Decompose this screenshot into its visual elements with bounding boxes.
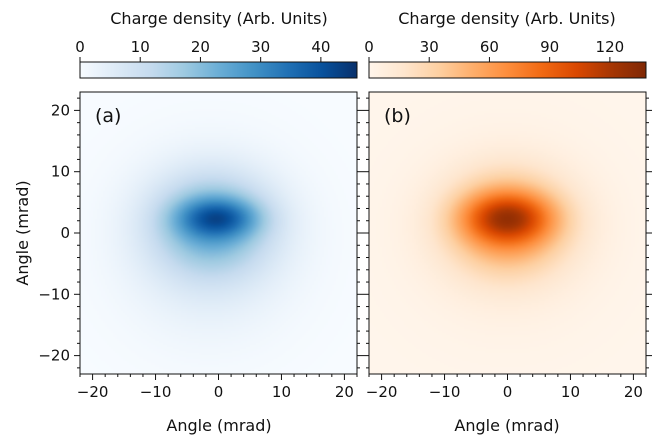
heatmap-a — [80, 92, 357, 374]
y-tick-label: −10 — [38, 285, 70, 303]
x-tick-label: −20 — [77, 383, 109, 401]
x-tick-label: 20 — [335, 383, 354, 401]
x-tick-label: 0 — [503, 383, 513, 401]
x-tick-label: −20 — [366, 383, 398, 401]
x-tick-label: −10 — [140, 383, 172, 401]
x-axis-label-b: Angle (mrad) — [454, 416, 559, 435]
axis-ticks-a: −20 −10 0 10 20 −20 −10 0 10 20 — [38, 97, 363, 401]
colorbar-a-ticks: 0 10 20 30 40 — [75, 38, 330, 62]
colorbar-tick-label: 40 — [311, 38, 330, 56]
x-tick-label: −10 — [429, 383, 461, 401]
colorbar-b — [368, 61, 647, 79]
x-tick-label: 10 — [272, 383, 291, 401]
y-axis-label-a: Angle (mrad) — [13, 180, 32, 285]
colorbar-a-title: Charge density (Arb. Units) — [110, 9, 328, 28]
panel-b: Charge density (Arb. Units) 0 30 60 90 120 −… — [363, 9, 652, 435]
y-tick-label: −20 — [38, 347, 70, 365]
panel-label-a: (a) — [95, 105, 121, 127]
x-tick-label: 10 — [561, 383, 580, 401]
y-tick-label: 20 — [51, 101, 70, 119]
x-axis-label-a: Angle (mrad) — [166, 416, 271, 435]
colorbar-tick-label: 90 — [540, 38, 559, 56]
colorbar-a — [79, 61, 358, 79]
colorbar-tick-label: 20 — [191, 38, 210, 56]
axis-ticks-b: −20 −10 0 10 20 — [363, 97, 652, 401]
y-tick-label: 10 — [51, 163, 70, 181]
colorbar-tick-label: 30 — [420, 38, 439, 56]
panel-a: Charge density (Arb. Units) 0 10 20 30 40 −2… — [13, 9, 363, 435]
x-tick-label: 0 — [214, 383, 224, 401]
panel-label-b: (b) — [384, 105, 411, 127]
y-tick-label: 0 — [60, 224, 70, 242]
colorbar-tick-label: 30 — [251, 38, 270, 56]
colorbar-tick-label: 0 — [364, 38, 374, 56]
colorbar-tick-label: 120 — [596, 38, 625, 56]
colorbar-b-ticks: 0 30 60 90 120 — [364, 38, 624, 62]
heatmap-b — [369, 92, 646, 374]
colorbar-tick-label: 0 — [75, 38, 85, 56]
x-tick-label: 20 — [624, 383, 643, 401]
colorbar-tick-label: 10 — [131, 38, 150, 56]
colorbar-tick-label: 60 — [480, 38, 499, 56]
colorbar-b-title: Charge density (Arb. Units) — [398, 9, 616, 28]
